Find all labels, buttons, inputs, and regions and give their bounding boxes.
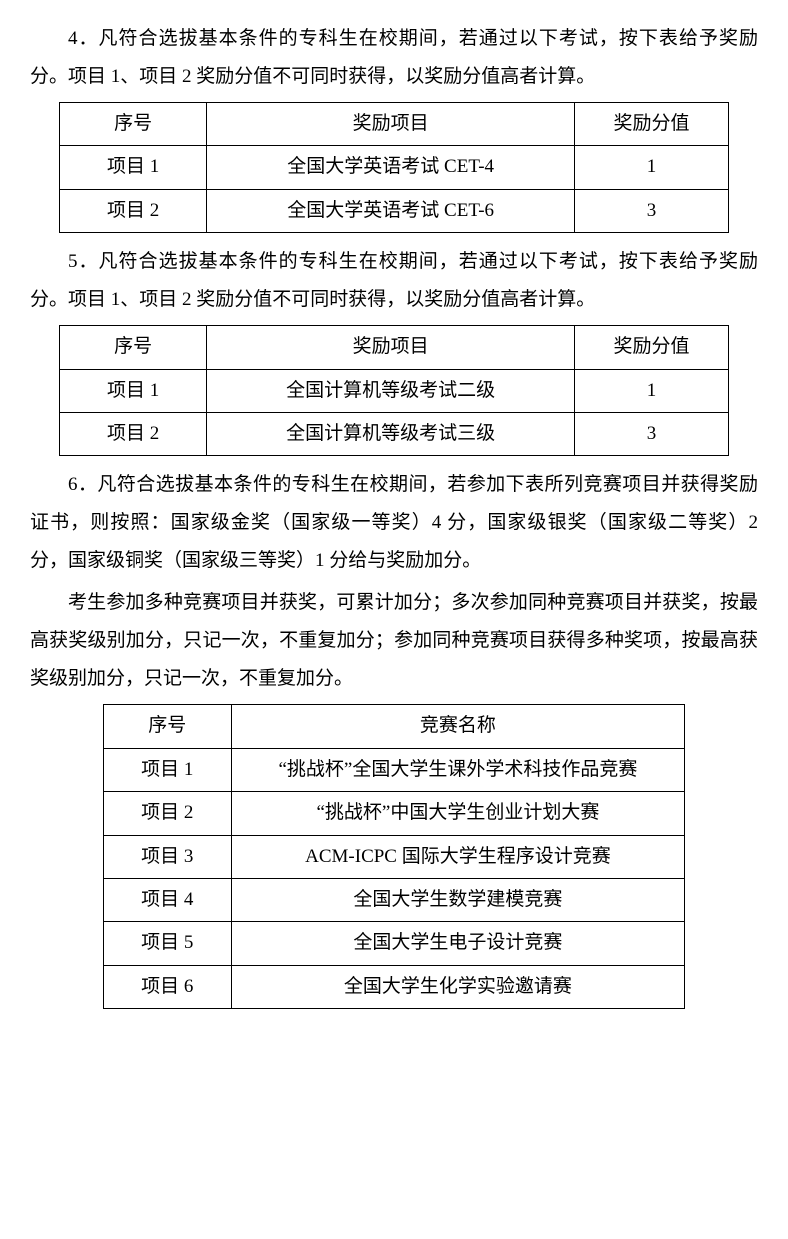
cell-score: 1 [575,369,729,412]
cell-seq: 项目 6 [103,965,231,1008]
table-competitions: 序号 竞赛名称 项目 1 “挑战杯”全国大学生课外学术科技作品竞赛 项目 2 “… [103,704,685,1009]
header-seq: 序号 [103,705,231,748]
header-name: 竞赛名称 [231,705,685,748]
paragraph-5: 5．凡符合选拔基本条件的专科生在校期间，若通过以下考试，按下表给予奖励分。项目 … [30,243,758,319]
table-row: 项目 6 全国大学生化学实验邀请赛 [103,965,684,1008]
cell-name: 全国大学生电子设计竞赛 [231,922,685,965]
table-english-exam: 序号 奖励项目 奖励分值 项目 1 全国大学英语考试 CET-4 1 项目 2 … [59,102,729,233]
cell-seq: 项目 2 [60,189,207,232]
cell-seq: 项目 2 [103,792,231,835]
table-header-row: 序号 竞赛名称 [103,705,684,748]
cell-item: 全国大学英语考试 CET-6 [207,189,575,232]
cell-item: 全国计算机等级考试二级 [207,369,575,412]
table-row: 项目 4 全国大学生数学建模竞赛 [103,878,684,921]
cell-name: 全国大学生化学实验邀请赛 [231,965,685,1008]
cell-item: 全国计算机等级考试三级 [207,412,575,455]
table-header-row: 序号 奖励项目 奖励分值 [60,103,729,146]
header-item: 奖励项目 [207,103,575,146]
cell-score: 3 [575,189,729,232]
cell-seq: 项目 1 [60,146,207,189]
cell-seq: 项目 1 [103,748,231,791]
cell-score: 1 [575,146,729,189]
cell-name: “挑战杯”中国大学生创业计划大赛 [231,792,685,835]
cell-name: “挑战杯”全国大学生课外学术科技作品竞赛 [231,748,685,791]
table-row: 项目 2 全国大学英语考试 CET-6 3 [60,189,729,232]
table-row: 项目 1 “挑战杯”全国大学生课外学术科技作品竞赛 [103,748,684,791]
cell-seq: 项目 1 [60,369,207,412]
cell-item: 全国大学英语考试 CET-4 [207,146,575,189]
header-seq: 序号 [60,326,207,369]
cell-seq: 项目 2 [60,412,207,455]
header-score: 奖励分值 [575,103,729,146]
cell-seq: 项目 4 [103,878,231,921]
header-score: 奖励分值 [575,326,729,369]
table-row: 项目 2 全国计算机等级考试三级 3 [60,412,729,455]
paragraph-6b: 考生参加多种竞赛项目并获奖，可累计加分；多次参加同种竞赛项目并获奖，按最高获奖级… [30,584,758,698]
header-seq: 序号 [60,103,207,146]
table-row: 项目 2 “挑战杯”中国大学生创业计划大赛 [103,792,684,835]
table-row: 项目 1 全国大学英语考试 CET-4 1 [60,146,729,189]
cell-name: ACM-ICPC 国际大学生程序设计竞赛 [231,835,685,878]
cell-score: 3 [575,412,729,455]
cell-seq: 项目 3 [103,835,231,878]
table-row: 项目 3 ACM-ICPC 国际大学生程序设计竞赛 [103,835,684,878]
paragraph-4: 4．凡符合选拔基本条件的专科生在校期间，若通过以下考试，按下表给予奖励分。项目 … [30,20,758,96]
table-row: 项目 1 全国计算机等级考试二级 1 [60,369,729,412]
cell-name: 全国大学生数学建模竞赛 [231,878,685,921]
table-computer-exam: 序号 奖励项目 奖励分值 项目 1 全国计算机等级考试二级 1 项目 2 全国计… [59,325,729,456]
paragraph-6a: 6．凡符合选拔基本条件的专科生在校期间，若参加下表所列竞赛项目并获得奖励证书，则… [30,466,758,580]
header-item: 奖励项目 [207,326,575,369]
table-header-row: 序号 奖励项目 奖励分值 [60,326,729,369]
table-row: 项目 5 全国大学生电子设计竞赛 [103,922,684,965]
cell-seq: 项目 5 [103,922,231,965]
